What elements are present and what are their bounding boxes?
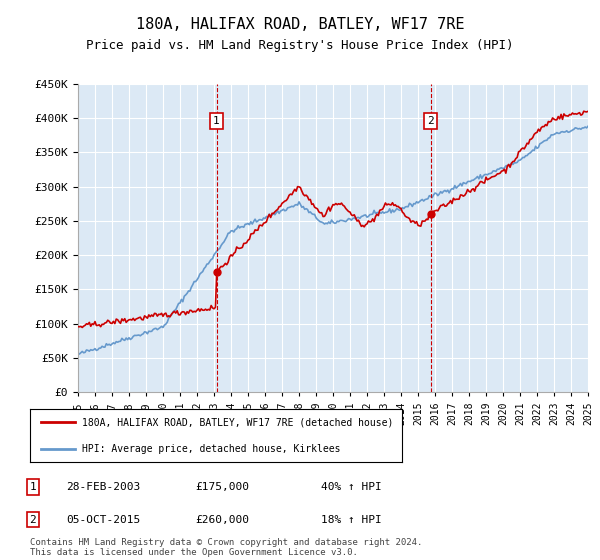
Text: £260,000: £260,000 bbox=[195, 515, 249, 525]
Text: 1: 1 bbox=[29, 482, 37, 492]
Text: 40% ↑ HPI: 40% ↑ HPI bbox=[321, 482, 382, 492]
Text: Price paid vs. HM Land Registry's House Price Index (HPI): Price paid vs. HM Land Registry's House … bbox=[86, 39, 514, 52]
Text: 1: 1 bbox=[213, 116, 220, 126]
Text: 28-FEB-2003: 28-FEB-2003 bbox=[66, 482, 140, 492]
Text: 2: 2 bbox=[29, 515, 37, 525]
Text: 05-OCT-2015: 05-OCT-2015 bbox=[66, 515, 140, 525]
Text: 180A, HALIFAX ROAD, BATLEY, WF17 7RE (detached house): 180A, HALIFAX ROAD, BATLEY, WF17 7RE (de… bbox=[82, 417, 394, 427]
Text: 180A, HALIFAX ROAD, BATLEY, WF17 7RE: 180A, HALIFAX ROAD, BATLEY, WF17 7RE bbox=[136, 17, 464, 32]
Text: 2: 2 bbox=[427, 116, 434, 126]
Text: £175,000: £175,000 bbox=[195, 482, 249, 492]
Text: HPI: Average price, detached house, Kirklees: HPI: Average price, detached house, Kirk… bbox=[82, 444, 341, 454]
Text: Contains HM Land Registry data © Crown copyright and database right 2024.
This d: Contains HM Land Registry data © Crown c… bbox=[30, 538, 422, 557]
Text: 18% ↑ HPI: 18% ↑ HPI bbox=[321, 515, 382, 525]
